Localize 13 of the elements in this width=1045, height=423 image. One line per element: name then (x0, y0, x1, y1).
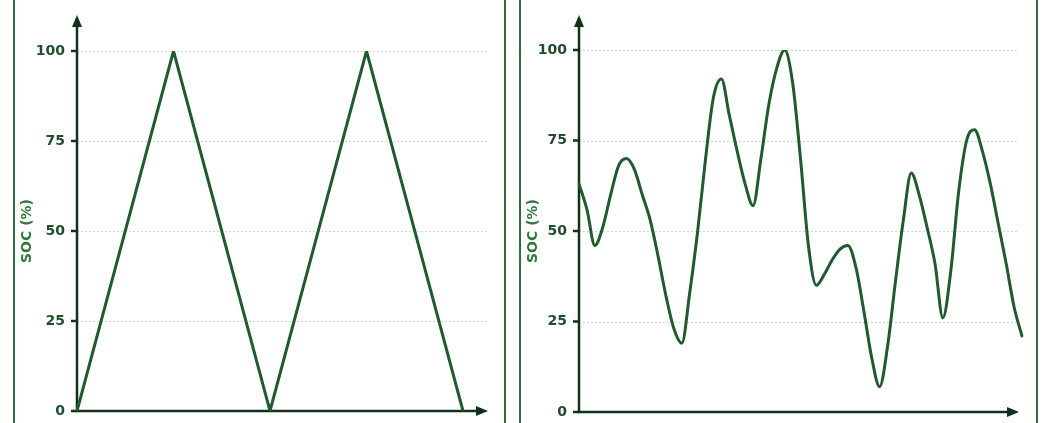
line-series (577, 50, 1024, 389)
y-axis-title: SOC (%) (18, 199, 35, 263)
y-tick-label: 75 (547, 131, 567, 148)
y-tick-label: 75 (45, 131, 65, 148)
y-tick-label: 0 (55, 401, 66, 418)
y-tick-label: 100 (537, 40, 568, 57)
y-tick-label: 25 (45, 311, 65, 328)
y-axis-title: SOC (%) (524, 199, 541, 263)
y-tick-label: 50 (547, 221, 568, 238)
y-tick-label: 25 (547, 312, 567, 329)
y-tick-label: 100 (35, 41, 66, 58)
y-tick-label: 50 (45, 221, 66, 238)
y-tick-label: 0 (557, 402, 568, 419)
